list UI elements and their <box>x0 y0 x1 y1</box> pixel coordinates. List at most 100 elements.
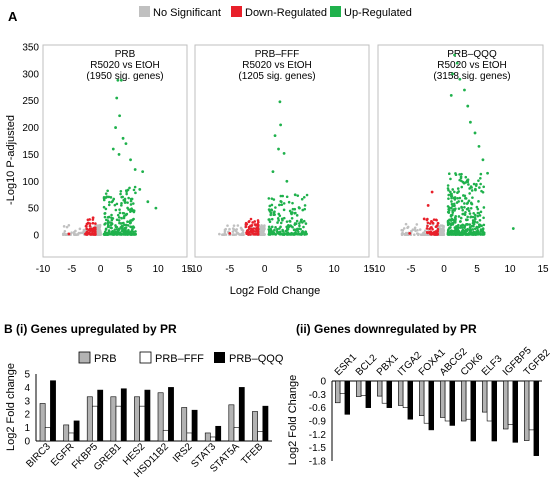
up-outlier-point <box>278 100 282 104</box>
up-outlier-point <box>458 77 462 81</box>
up-point <box>459 220 462 223</box>
ns-point <box>439 224 443 227</box>
up-point <box>447 193 450 197</box>
ns-point <box>232 224 236 227</box>
up-point <box>459 176 463 180</box>
up-outlier-point <box>298 206 301 210</box>
up-point <box>104 228 108 231</box>
ns-point <box>234 233 238 236</box>
prb-qqq-bar <box>73 420 80 442</box>
prb-bar <box>397 380 404 406</box>
up-point <box>113 203 117 207</box>
up-point <box>287 225 291 229</box>
down-point <box>91 227 95 231</box>
up-point <box>454 226 458 230</box>
up-point <box>120 204 123 207</box>
up-point <box>479 210 483 214</box>
legend-a: No Significant Down-Regulated Up-Regulat… <box>139 6 412 19</box>
volcano-note: (1205 sig. genes) <box>238 71 315 82</box>
ns-point <box>415 223 419 226</box>
legend-up-swatch <box>330 6 341 17</box>
up-point <box>301 208 305 212</box>
up-point <box>453 209 456 212</box>
y-tick-label: 1 <box>24 423 30 434</box>
up-point <box>460 230 464 233</box>
category-label: PBX1 <box>375 352 401 378</box>
up-point <box>476 214 480 218</box>
up-point <box>290 217 294 220</box>
up-point <box>107 229 111 232</box>
up-point <box>112 197 116 201</box>
down-outlier-point <box>247 227 251 230</box>
down-point <box>85 232 89 236</box>
up-point <box>270 203 274 207</box>
ns-point <box>406 226 409 230</box>
up-point <box>293 207 297 211</box>
up-point <box>467 199 471 203</box>
up-point <box>464 175 468 179</box>
ns-point <box>262 232 266 236</box>
up-point <box>300 197 304 201</box>
up-point <box>469 206 473 210</box>
up-point <box>447 211 451 214</box>
x-tick-label: -5 <box>67 264 76 275</box>
up-point <box>462 212 465 216</box>
y-tick-label: 4 <box>24 383 30 394</box>
prb-bar <box>86 396 93 442</box>
up-point <box>461 208 465 212</box>
up-point <box>481 227 485 231</box>
up-point <box>463 202 466 205</box>
up-outlier-point <box>455 61 459 65</box>
ns-point <box>242 233 245 237</box>
up-point <box>459 216 463 220</box>
up-point <box>447 197 450 200</box>
up-point <box>468 187 471 190</box>
ns-point <box>74 229 77 233</box>
bar-ii-ylabel: Log2 Fold Change <box>287 375 299 466</box>
x-tick-label: 15 <box>181 264 193 275</box>
prb-qqq-bar <box>491 380 497 442</box>
up-point <box>457 190 460 193</box>
ns-point <box>226 224 229 227</box>
up-point <box>471 215 475 219</box>
up-point <box>452 202 456 206</box>
up-point <box>110 218 114 222</box>
up-point <box>106 219 110 223</box>
up-point <box>288 219 292 223</box>
up-point <box>276 227 279 231</box>
up-point <box>117 216 121 219</box>
y-tick-label: 50 <box>28 204 40 215</box>
legend-down-swatch <box>231 6 242 17</box>
up-point <box>268 230 271 234</box>
up-outlier-point <box>477 144 481 148</box>
up-point <box>129 199 133 203</box>
up-point <box>466 178 470 182</box>
y-tick-label: -0.6 <box>309 403 327 414</box>
up-point <box>276 221 279 224</box>
up-point <box>134 191 137 195</box>
up-point <box>466 180 470 184</box>
up-point <box>300 233 303 236</box>
prb-qqq-bar <box>144 389 151 442</box>
ns-point <box>67 223 71 227</box>
up-point <box>115 202 119 206</box>
y-tick-label: 350 <box>22 43 39 54</box>
down-point <box>244 225 248 228</box>
up-outlier-point <box>124 142 128 146</box>
prb-fff-bar <box>210 436 216 442</box>
up-point <box>268 220 272 224</box>
legend-prb-label: PRB <box>94 353 117 365</box>
up-point <box>109 226 112 229</box>
up-point <box>460 206 464 209</box>
up-point <box>478 219 482 222</box>
up-point <box>269 213 273 217</box>
up-point <box>455 201 459 204</box>
up-point <box>298 224 301 228</box>
up-point <box>123 197 127 201</box>
ns-point <box>76 233 80 236</box>
up-point <box>448 222 452 226</box>
ns-point <box>400 233 404 237</box>
down-point <box>427 230 431 234</box>
up-point <box>294 230 297 234</box>
up-outlier-point <box>282 151 286 155</box>
